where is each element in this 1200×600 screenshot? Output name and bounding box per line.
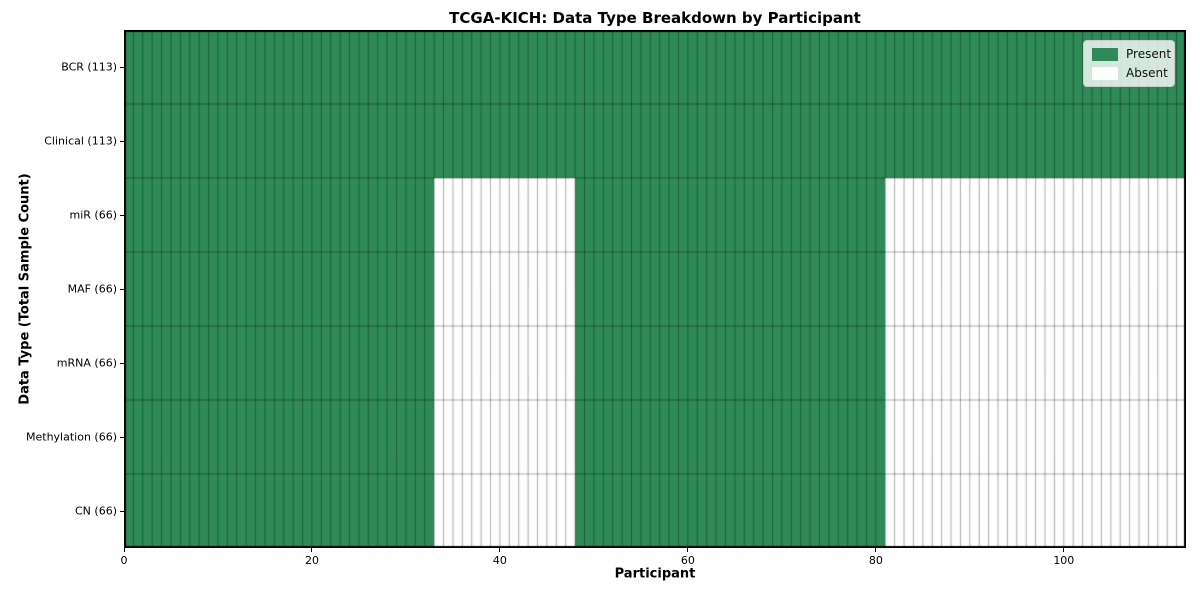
x-tick-label: 60 [680,554,695,567]
x-tick-label: 20 [304,554,319,567]
x-tick-label: 100 [1053,554,1075,567]
y-tick-mark [120,288,124,290]
y-tick-mark [120,214,124,216]
y-tick-label: mRNA (66) [56,356,117,370]
y-tick-mark [120,362,124,364]
x-tick-mark [875,548,877,552]
legend-entry-absent: Absent [1092,66,1168,80]
legend-swatch-absent [1092,66,1118,80]
x-tick-mark [687,548,689,552]
x-tick-mark [311,548,313,552]
y-tick-label: Methylation (66) [26,430,117,444]
heatmap-grid [124,30,1186,548]
y-tick-mark [120,510,124,512]
y-tick-mark [120,140,124,142]
chart-title: TCGA-KICH: Data Type Breakdown by Partic… [449,9,861,27]
x-tick-mark [499,548,501,552]
y-tick-mark [120,436,124,438]
x-tick-label: 0 [120,554,128,567]
y-tick-label: BCR (113) [61,60,117,74]
y-tick-label: CN (66) [75,504,117,518]
y-tick-label: MAF (66) [67,282,117,296]
legend: Present Absent [1083,40,1175,87]
x-axis-label: Participant [614,566,696,582]
legend-entry-present: Present [1092,47,1171,61]
y-tick-label: Clinical (113) [44,134,117,148]
legend-swatch-present [1092,47,1118,61]
y-tick-label: miR (66) [69,208,118,222]
legend-label-present: Present [1126,47,1172,61]
legend-label-absent: Absent [1126,66,1168,80]
x-tick-mark [123,548,125,552]
y-tick-mark [120,66,124,68]
x-tick-label: 40 [492,554,507,567]
x-tick-label: 80 [868,554,883,567]
x-tick-mark [1063,548,1065,552]
